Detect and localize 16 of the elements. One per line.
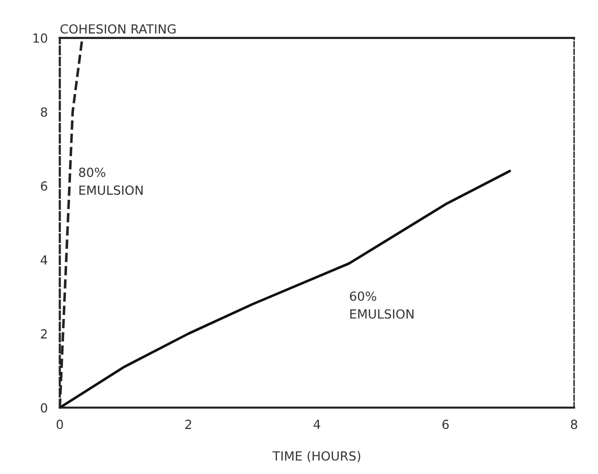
text: 60% EMULSION <box>350 291 414 319</box>
x-tick-label: 8 <box>570 420 578 430</box>
y-tick-label: 6 <box>40 181 48 191</box>
y-tick-label: 8 <box>40 107 48 117</box>
y-tick-label: 10 <box>33 33 48 43</box>
y-tick-label: 0 <box>40 403 48 413</box>
y-tick-label: 2 <box>40 329 47 338</box>
x-tick-label: 0 <box>56 420 63 430</box>
line-series <box>60 170 512 408</box>
y-axis-title: COHESION RATING <box>60 24 176 34</box>
x-tick-label: 6 <box>442 420 449 430</box>
x-tick-label: 2 <box>185 420 192 429</box>
series-label: 80% EMULSION <box>79 168 143 195</box>
y-tick-label: 4 <box>40 255 48 264</box>
x-tick-label: 4 <box>314 420 320 429</box>
x-axis-title: TIME (HOURS) <box>272 451 360 462</box>
